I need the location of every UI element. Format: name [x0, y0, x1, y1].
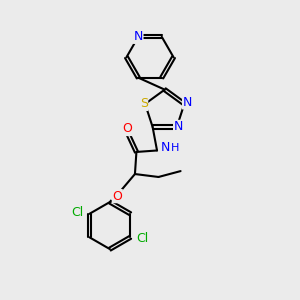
- Text: O: O: [122, 122, 132, 136]
- Text: Cl: Cl: [71, 206, 83, 219]
- Text: N: N: [134, 30, 143, 44]
- Text: N: N: [161, 141, 170, 154]
- Text: N: N: [183, 96, 192, 109]
- Text: O: O: [112, 190, 122, 202]
- Text: N: N: [174, 120, 183, 134]
- Text: H: H: [171, 142, 179, 152]
- Text: Cl: Cl: [136, 232, 149, 245]
- Text: S: S: [140, 98, 148, 110]
